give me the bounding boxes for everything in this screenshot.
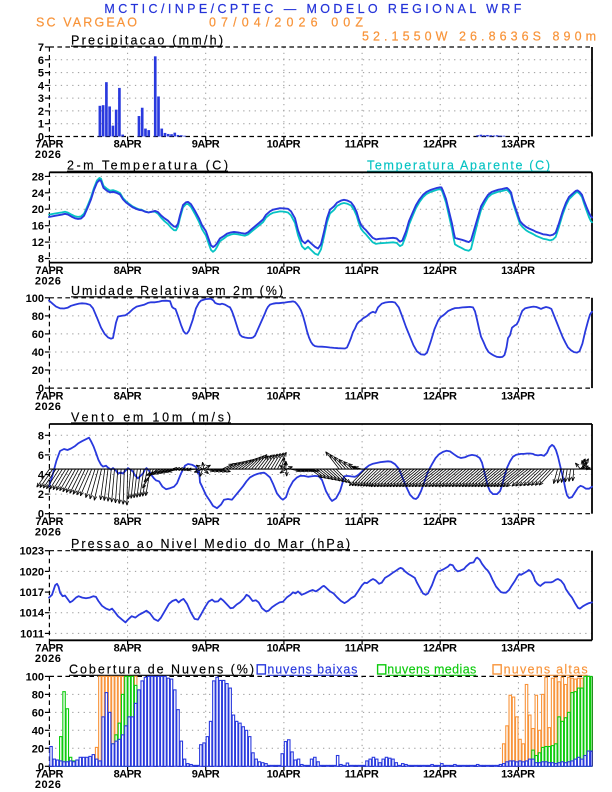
svg-text:13APR: 13APR — [501, 139, 535, 151]
svg-text:nuvens baixas: nuvens baixas — [267, 663, 357, 677]
svg-text:12APR: 12APR — [423, 265, 457, 277]
svg-text:0: 0 — [38, 509, 44, 521]
svg-text:9APR: 9APR — [192, 139, 220, 151]
svg-text:1: 1 — [38, 119, 44, 131]
svg-text:20: 20 — [32, 365, 44, 377]
svg-text:12APR: 12APR — [423, 643, 457, 655]
svg-text:0: 0 — [38, 383, 44, 395]
svg-text:12APR: 12APR — [423, 769, 457, 781]
svg-text:1017: 1017 — [20, 587, 44, 599]
svg-text:11APR: 11APR — [345, 769, 379, 781]
svg-text:8APR: 8APR — [114, 265, 142, 277]
svg-text:2026: 2026 — [35, 653, 61, 665]
svg-text:2026: 2026 — [35, 526, 61, 538]
svg-text:9APR: 9APR — [192, 643, 220, 655]
svg-text:8APR: 8APR — [114, 139, 142, 151]
svg-text:10APR: 10APR — [267, 643, 301, 655]
svg-text:9APR: 9APR — [192, 265, 220, 277]
svg-text:24: 24 — [32, 188, 45, 200]
svg-text:7APR: 7APR — [35, 139, 63, 151]
svg-text:10APR: 10APR — [267, 265, 301, 277]
svg-text:10APR: 10APR — [267, 769, 301, 781]
svg-text:7APR: 7APR — [35, 390, 63, 402]
svg-text:11APR: 11APR — [345, 139, 379, 151]
svg-text:13APR: 13APR — [501, 390, 535, 402]
svg-text:7APR: 7APR — [35, 265, 63, 277]
svg-text:11APR: 11APR — [345, 265, 379, 277]
svg-text:4: 4 — [38, 80, 45, 92]
svg-text:07/04/2026 00Z: 07/04/2026 00Z — [209, 15, 363, 29]
svg-text:7APR: 7APR — [35, 516, 63, 528]
svg-text:12APR: 12APR — [423, 139, 457, 151]
svg-text:13APR: 13APR — [501, 265, 535, 277]
svg-text:12APR: 12APR — [423, 390, 457, 402]
svg-text:80: 80 — [32, 311, 44, 323]
svg-text:3: 3 — [38, 93, 44, 105]
svg-text:100: 100 — [26, 671, 44, 683]
svg-text:8: 8 — [38, 430, 44, 442]
svg-text:MCTIC/INPE/CPTEC — MODELO REGI: MCTIC/INPE/CPTEC — MODELO REGIONAL WRF — [104, 2, 521, 16]
svg-text:Cobertura de Nuvens (%): Cobertura de Nuvens (%) — [69, 663, 254, 677]
svg-text:4: 4 — [38, 470, 45, 482]
svg-text:9APR: 9APR — [192, 769, 220, 781]
svg-text:5: 5 — [38, 68, 44, 80]
svg-text:12APR: 12APR — [423, 516, 457, 528]
svg-text:20: 20 — [32, 204, 44, 216]
svg-text:8APR: 8APR — [114, 769, 142, 781]
svg-text:16: 16 — [32, 221, 44, 233]
svg-text:0: 0 — [38, 132, 44, 144]
svg-text:nuvens altas: nuvens altas — [504, 663, 588, 677]
svg-text:13APR: 13APR — [501, 643, 535, 655]
svg-text:60: 60 — [32, 329, 44, 341]
svg-text:10APR: 10APR — [267, 139, 301, 151]
svg-text:60: 60 — [32, 707, 44, 719]
svg-text:0: 0 — [38, 761, 44, 773]
svg-text:SC VARGEAO: SC VARGEAO — [36, 15, 137, 29]
svg-text:10APR: 10APR — [267, 516, 301, 528]
svg-text:8APR: 8APR — [114, 390, 142, 402]
svg-text:7APR: 7APR — [35, 643, 63, 655]
svg-text:nuvens medias: nuvens medias — [387, 663, 476, 677]
svg-text:1011: 1011 — [20, 628, 44, 640]
svg-text:8APR: 8APR — [114, 516, 142, 528]
svg-text:2026: 2026 — [35, 401, 61, 413]
svg-text:11APR: 11APR — [345, 516, 379, 528]
svg-text:10APR: 10APR — [267, 390, 301, 402]
svg-text:Umidade Relativa em 2m (%): Umidade Relativa em 2m (%) — [71, 284, 283, 298]
svg-text:1014: 1014 — [20, 608, 45, 620]
svg-text:2: 2 — [38, 106, 44, 118]
svg-text:9APR: 9APR — [192, 390, 220, 402]
svg-text:Pressao ao Nivel Medio do Mar: Pressao ao Nivel Medio do Mar (hPa) — [71, 537, 350, 551]
svg-text:2: 2 — [38, 489, 44, 501]
svg-text:1023: 1023 — [20, 546, 44, 558]
svg-text:6: 6 — [38, 450, 44, 462]
svg-text:8APR: 8APR — [114, 643, 142, 655]
svg-text:2026: 2026 — [35, 275, 61, 287]
svg-text:20: 20 — [32, 743, 44, 755]
svg-text:12: 12 — [32, 237, 44, 249]
svg-text:40: 40 — [32, 347, 44, 359]
svg-text:2026: 2026 — [35, 149, 61, 161]
svg-text:6: 6 — [38, 55, 44, 67]
svg-text:7: 7 — [38, 42, 44, 54]
svg-text:1020: 1020 — [20, 566, 44, 578]
svg-text:13APR: 13APR — [501, 516, 535, 528]
svg-text:13APR: 13APR — [501, 769, 535, 781]
svg-text:2026: 2026 — [35, 779, 61, 791]
svg-text:80: 80 — [32, 689, 44, 701]
svg-text:11APR: 11APR — [345, 643, 379, 655]
svg-text:7APR: 7APR — [35, 769, 63, 781]
svg-text:9APR: 9APR — [192, 516, 220, 528]
svg-text:11APR: 11APR — [345, 390, 379, 402]
svg-text:40: 40 — [32, 725, 44, 737]
svg-text:28: 28 — [32, 171, 44, 183]
svg-text:8: 8 — [38, 254, 44, 266]
svg-text:100: 100 — [26, 293, 44, 305]
